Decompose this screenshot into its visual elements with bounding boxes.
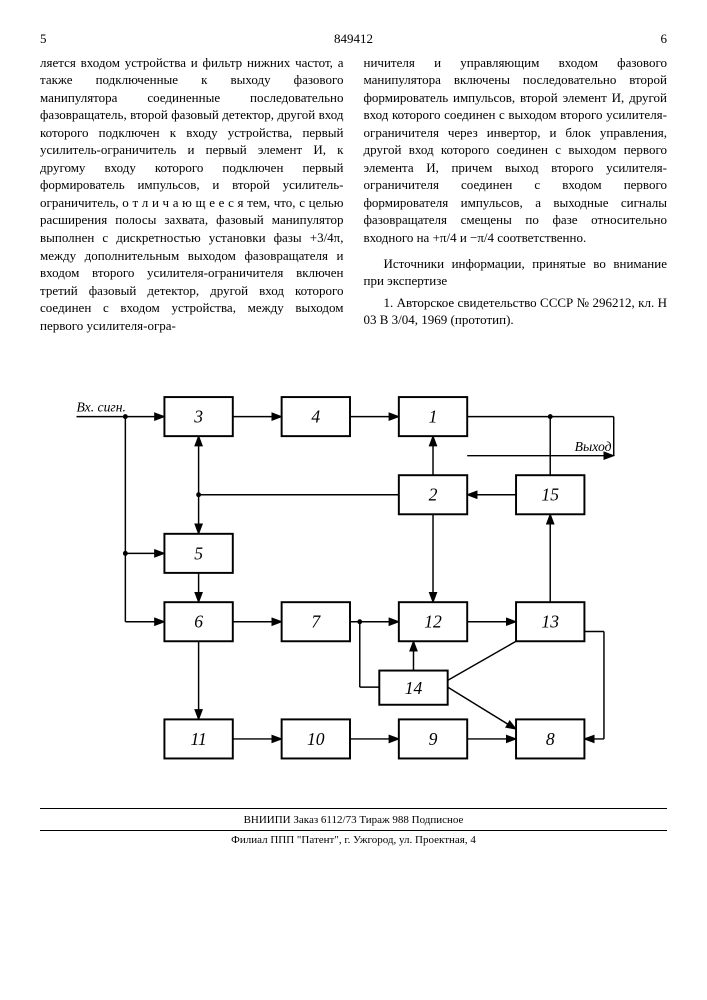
block-10: 10 (282, 720, 350, 759)
block-8: 8 (516, 720, 584, 759)
right-page-number: 6 (627, 30, 667, 48)
block-1: 1 (399, 397, 467, 436)
svg-text:1: 1 (429, 407, 438, 427)
svg-text:6: 6 (194, 612, 203, 632)
block-2: 2 (399, 476, 467, 515)
sources-title: Источники информации, принятые во вниман… (364, 255, 668, 290)
block-12: 12 (399, 602, 467, 641)
diagram-blocks: 3 4 1 2 15 5 6 7 12 13 14 11 10 9 8 (164, 397, 584, 758)
left-page-number: 5 (40, 30, 80, 48)
svg-text:11: 11 (190, 729, 206, 749)
svg-text:15: 15 (541, 485, 559, 505)
output-label: Выход (575, 439, 612, 454)
block-14: 14 (379, 671, 447, 705)
svg-text:8: 8 (546, 729, 555, 749)
svg-text:4: 4 (311, 407, 320, 427)
left-para-1: ляется входом устройства и фильтр нижних… (40, 54, 344, 335)
block-11: 11 (164, 720, 232, 759)
footer-line-2: Филиал ППП "Патент", г. Ужгород, ул. Про… (40, 833, 667, 848)
svg-text:9: 9 (429, 729, 438, 749)
left-column: ляется входом устройства и фильтр нижних… (40, 54, 344, 339)
svg-text:10: 10 (307, 729, 325, 749)
block-13: 13 (516, 602, 584, 641)
svg-text:3: 3 (193, 407, 203, 427)
block-9: 9 (399, 720, 467, 759)
text-columns: ляется входом устройства и фильтр нижних… (40, 54, 667, 339)
footer-line-1: ВНИИПИ Заказ 6112/73 Тираж 988 Подписное (40, 813, 667, 831)
document-number: 849412 (80, 30, 627, 48)
footer: ВНИИПИ Заказ 6112/73 Тираж 988 Подписное… (40, 808, 667, 848)
block-3: 3 (164, 397, 232, 436)
svg-text:2: 2 (429, 485, 438, 505)
block-6: 6 (164, 602, 232, 641)
right-column: ничителя и управляющим входом фазового м… (364, 54, 668, 339)
svg-text:12: 12 (424, 612, 442, 632)
block-15: 15 (516, 476, 584, 515)
svg-text:13: 13 (541, 612, 559, 632)
right-para-1: ничителя и управляющим входом фазового м… (364, 54, 668, 247)
block-7: 7 (282, 602, 350, 641)
svg-text:7: 7 (311, 612, 321, 632)
block-4: 4 (282, 397, 350, 436)
block-5: 5 (164, 534, 232, 573)
svg-text:5: 5 (194, 544, 203, 564)
source-1: 1. Авторское свидетельство СССР № 296212… (364, 294, 668, 329)
header-row: 5 849412 6 (40, 30, 667, 48)
svg-text:14: 14 (405, 678, 423, 698)
block-diagram: Вх. сигн. Выход (40, 358, 660, 778)
input-label: Вх. сигн. (77, 400, 126, 415)
